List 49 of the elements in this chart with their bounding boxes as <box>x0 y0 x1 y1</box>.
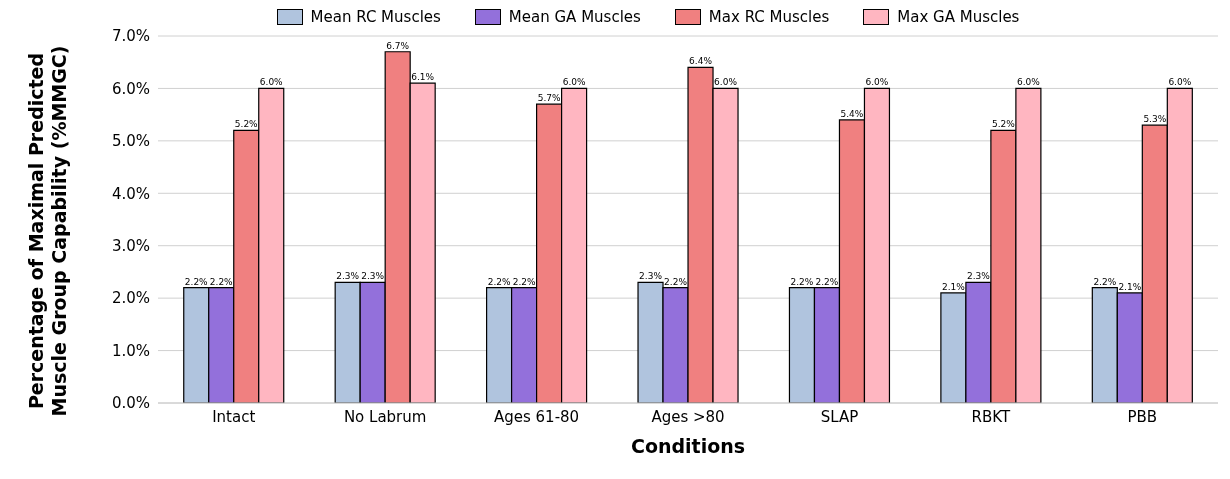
data-label: 2.2% <box>664 276 688 287</box>
data-label: 2.2% <box>1093 276 1117 287</box>
y-tick-label: 2.0% <box>111 289 150 308</box>
data-label: 6.0% <box>714 77 738 88</box>
y-tick-label: 4.0% <box>111 184 150 203</box>
x-tick-label: Intact <box>212 407 256 426</box>
x-tick-label: SLAP <box>820 407 859 426</box>
data-label: 2.3% <box>966 271 991 282</box>
y-tick-label: 1.0% <box>111 341 150 360</box>
legend-label: Mean RC Muscles <box>310 8 441 26</box>
data-label: 2.2% <box>487 276 511 287</box>
x-tick-label: Ages 61-80 <box>493 407 580 426</box>
data-label: 5.4% <box>840 108 864 119</box>
y-tick-label: 0.0% <box>111 394 150 413</box>
data-label: 6.1% <box>411 72 435 83</box>
y-tick-label: 5.0% <box>111 132 150 151</box>
data-label: 6.4% <box>689 56 713 67</box>
y-tick-label: 6.0% <box>111 79 150 98</box>
data-label: 2.2% <box>790 276 814 287</box>
data-label: 2.3% <box>639 271 663 282</box>
data-label: 2.1% <box>1118 281 1142 292</box>
data-label: 6.0% <box>562 77 586 88</box>
data-label: 6.0% <box>259 77 284 88</box>
data-label: 6.0% <box>1168 77 1192 88</box>
x-tick-label: PBB <box>1127 407 1158 426</box>
data-label: 2.2% <box>209 276 234 287</box>
x-tick-label: No Labrum <box>343 407 427 426</box>
legend-label: Max GA Muscles <box>897 8 1020 26</box>
data-label: 2.3% <box>336 271 360 282</box>
legend-label: Max RC Muscles <box>708 8 830 26</box>
data-label: 5.2% <box>991 119 1016 130</box>
x-tick-label: RBKT <box>971 407 1011 426</box>
x-axis-title: Conditions <box>630 435 746 457</box>
x-tick-label: Ages >80 <box>651 407 725 426</box>
data-label: 2.2% <box>815 276 839 287</box>
data-label: 6.0% <box>865 77 889 88</box>
data-label: 2.3% <box>361 271 385 282</box>
data-label: 2.1% <box>941 281 966 292</box>
y-tick-label: 7.0% <box>111 27 150 46</box>
data-label: 2.2% <box>512 276 536 287</box>
legend-label: Mean GA Muscles <box>508 8 641 26</box>
data-label: 5.2% <box>234 119 259 130</box>
data-label: 2.2% <box>184 276 209 287</box>
y-axis-title: Percentage of Maximal Predicted Muscle Group Capability (%MMGC) <box>25 44 71 419</box>
data-label: 5.3% <box>1143 114 1167 125</box>
data-label: 6.7% <box>386 40 410 51</box>
data-label: 6.0% <box>1016 77 1041 88</box>
y-tick-label: 3.0% <box>111 237 150 256</box>
data-label: 5.7% <box>537 93 561 104</box>
